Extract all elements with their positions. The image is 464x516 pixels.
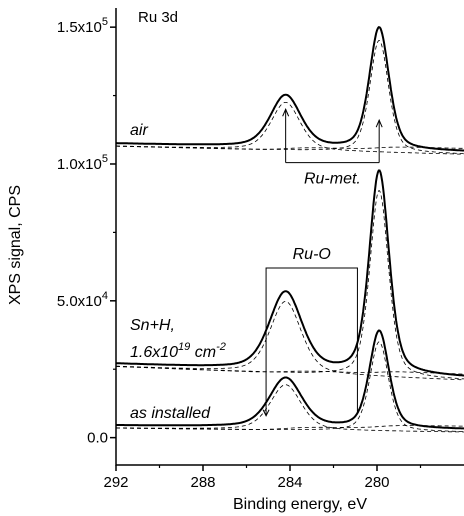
ru-met-label: Ru-met. <box>304 171 361 188</box>
y-tick-label: 5.0x104 <box>57 290 108 310</box>
x-tick-label: 292 <box>103 474 128 491</box>
axes <box>115 8 464 466</box>
spectrum-line <box>116 26 464 152</box>
spectrum-line <box>116 329 464 430</box>
series-label-air: air <box>130 122 148 139</box>
x-tick-label: 284 <box>277 474 302 491</box>
ticks: 292 288 284 280 0.0 5.0x104 1.0x105 1.5x105 <box>57 16 422 491</box>
chart-title: Ru 3d <box>138 9 178 26</box>
fit-component <box>116 102 464 155</box>
series-label-sn-h: Sn+H, <box>130 317 175 334</box>
series-label-as-installed: as installed <box>130 405 211 422</box>
y-tick-label: 0.0 <box>87 430 108 447</box>
fit-component <box>116 341 464 432</box>
fit-component <box>115 300 464 381</box>
fit-component <box>116 40 464 154</box>
y-axis-label: XPS signal, CPS <box>7 185 24 305</box>
fit-component <box>116 190 464 380</box>
ru-met-bracket <box>285 109 380 164</box>
x-axis-label: Binding energy, eV <box>233 496 367 513</box>
fit-components <box>115 40 464 433</box>
ru-o-box <box>265 267 358 416</box>
axis-frame <box>115 8 464 466</box>
arrow-head <box>375 118 383 128</box>
arrow-head <box>262 409 270 417</box>
x-tick-label: 288 <box>190 474 215 491</box>
spectra-curves <box>116 26 464 430</box>
annotations: air Sn+H, 1.6x1019 cm-2 as installed Ru-met.… <box>130 107 383 422</box>
series-label-sn-h-dose: 1.6x1019 cm-2 <box>130 341 226 361</box>
ru-o-label: Ru-O <box>293 246 331 263</box>
y-tick-label: 1.0x105 <box>57 153 108 173</box>
y-tick-label: 1.5x105 <box>57 16 108 36</box>
spectrum-line <box>116 169 464 377</box>
arrow-head <box>282 107 290 117</box>
x-tick-label: 280 <box>364 474 389 491</box>
